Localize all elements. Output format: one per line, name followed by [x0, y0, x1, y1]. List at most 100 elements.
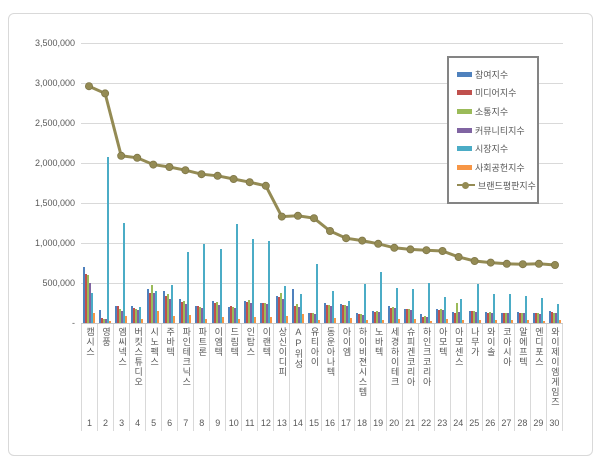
bar-시장지수 — [364, 284, 367, 323]
bar-참여지수 — [243, 301, 246, 323]
bar-커뮤니티지수 — [442, 310, 445, 323]
bar-사회공헌지수 — [253, 317, 256, 323]
bar-미디어지수 — [133, 308, 136, 323]
legend-label: 커뮤니티지수 — [475, 125, 525, 136]
rank-label: 25 — [465, 416, 482, 431]
bar-참여지수 — [484, 312, 487, 323]
bar-시장지수 — [524, 296, 527, 323]
bar-참여지수 — [516, 312, 519, 323]
bar-참여지수 — [532, 313, 535, 323]
category-cell: 세경하이테크 — [385, 324, 402, 416]
category-label: 아모텍 — [437, 327, 448, 357]
bar-시장지수 — [267, 241, 270, 323]
bar-미디어지수 — [181, 302, 184, 323]
legend-label: 소통지수 — [475, 106, 509, 117]
bar-미디어지수 — [374, 312, 377, 323]
bar-시장지수 — [315, 264, 318, 323]
category-cell: 드림텍 — [225, 324, 241, 416]
bar-사회공헌지수 — [350, 318, 353, 323]
legend-label: 미디어지수 — [475, 88, 517, 99]
category-cell: 와이솔 — [481, 324, 498, 416]
category-label: 이랜텍 — [261, 327, 272, 357]
bar-커뮤니티지수 — [313, 314, 316, 323]
bar-group-5 — [145, 43, 161, 323]
bar-미디어지수 — [85, 274, 88, 323]
bar-소통지수 — [360, 314, 363, 323]
category-cell: 코아시아 — [497, 324, 514, 416]
legend-item-시장지수: 시장지수 — [457, 142, 537, 155]
bar-시장지수 — [331, 291, 334, 323]
bar-group-29 — [531, 43, 547, 323]
bar-참여지수 — [468, 311, 471, 323]
bar-group-18 — [354, 43, 370, 323]
x-axis-area: 캠시스 영풍 엠씨넥스 버킷스튜디오 시노펙스 주바텍 파인테크닉스 파트론 이엠텍 드림텍 인탑스… — [81, 323, 563, 431]
bar-사회공헌지수 — [285, 316, 288, 323]
bar-group-27 — [499, 43, 515, 323]
bar-참여지수 — [452, 312, 455, 323]
bar-사회공헌지수 — [301, 314, 304, 323]
rank-label: 15 — [305, 416, 321, 431]
y-tick-label: 3,500,000 — [34, 38, 75, 48]
bar-커뮤니티지수 — [153, 293, 156, 323]
rank-labels: 1 2 3 4 5 6 7 8 9 10 11 12 13 14 15 16 17 18 19 20 21 22 23 24 2… — [81, 416, 563, 431]
legend-label: 사회공헌지수 — [475, 162, 525, 173]
category-cell: 노바텍 — [369, 324, 386, 416]
bar-참여지수 — [388, 306, 391, 323]
bar-시장지수 — [219, 249, 222, 323]
bar-group-21 — [402, 43, 418, 323]
bar-사회공헌지수 — [173, 316, 176, 323]
bar-참여지수 — [99, 310, 102, 323]
bar-커뮤니티지수 — [554, 313, 557, 323]
legend-item-참여지수: 참여지수 — [457, 68, 537, 81]
bar-참여지수 — [179, 299, 182, 323]
bar-미디어지수 — [149, 293, 152, 323]
category-cell: 상신이디피 — [273, 324, 289, 416]
rank-label: 26 — [481, 416, 498, 431]
bar-사회공헌지수 — [237, 319, 240, 323]
legend-swatch-icon — [457, 127, 472, 133]
bar-커뮤니티지수 — [265, 304, 268, 323]
bar-미디어지수 — [518, 313, 521, 323]
bar-소통지수 — [135, 309, 138, 323]
bar-소통지수 — [440, 309, 443, 323]
bar-미디어지수 — [197, 306, 200, 323]
category-label: 드림텍 — [229, 327, 240, 357]
bar-소통지수 — [376, 311, 379, 323]
category-label: 파인테크닉스 — [181, 327, 192, 387]
gridline — [81, 83, 563, 84]
bar-미디어지수 — [261, 303, 264, 323]
category-cell: 하이비젼시스템 — [353, 324, 370, 416]
bar-참여지수 — [163, 291, 166, 323]
bar-사회공헌지수 — [398, 319, 401, 323]
bar-사회공헌지수 — [558, 320, 561, 323]
legend-swatch-icon — [457, 108, 472, 114]
bar-커뮤니티지수 — [474, 312, 477, 323]
category-cell: 이랜텍 — [257, 324, 273, 416]
legend-item-소통지수: 소통지수 — [457, 105, 537, 118]
bar-group-26 — [483, 43, 499, 323]
bar-소통지수 — [472, 311, 475, 323]
bar-시장지수 — [155, 291, 158, 323]
category-label: 아모센스 — [453, 327, 464, 367]
bar-커뮤니티지수 — [362, 315, 365, 323]
y-tick-label: 2,000,000 — [34, 158, 75, 168]
bar-참여지수 — [211, 301, 214, 323]
bar-group-15 — [306, 43, 322, 323]
legend-label: 시장지수 — [475, 144, 509, 155]
legend-label: 브랜드평판지수 — [478, 181, 536, 192]
bar-참여지수 — [195, 306, 198, 323]
legend-item-브랜드평판지수: 브랜드평판지수 — [457, 179, 537, 192]
bar-사회공헌지수 — [317, 320, 320, 323]
bar-사회공헌지수 — [109, 321, 112, 323]
bar-미디어지수 — [309, 313, 312, 323]
category-cell: 버킷스튜디오 — [129, 324, 145, 416]
bar-미디어지수 — [245, 302, 248, 323]
legend-swatch-icon — [457, 146, 472, 152]
bar-참여지수 — [356, 313, 359, 323]
rank-label: 23 — [433, 416, 450, 431]
bar-커뮤니티지수 — [538, 314, 541, 323]
bar-커뮤니티지수 — [506, 313, 509, 323]
category-label: 알에프텍 — [517, 327, 528, 367]
rank-label: 3 — [113, 416, 129, 431]
bar-참여지수 — [131, 306, 134, 323]
